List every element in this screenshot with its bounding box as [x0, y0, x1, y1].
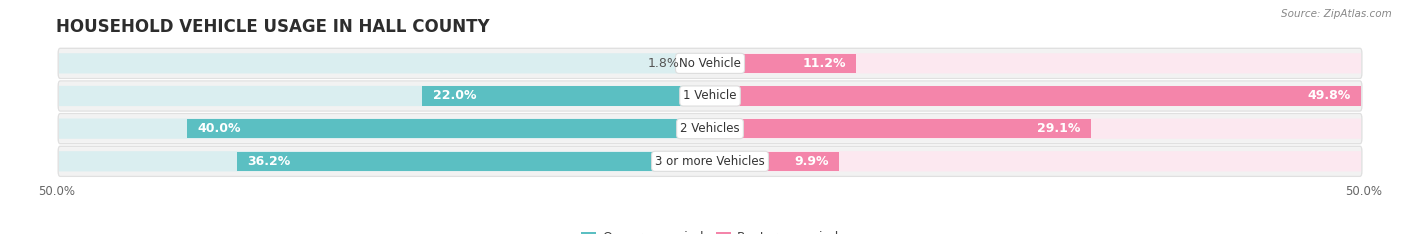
FancyBboxPatch shape — [710, 119, 1360, 139]
Text: 40.0%: 40.0% — [197, 122, 240, 135]
FancyBboxPatch shape — [710, 119, 1361, 139]
FancyBboxPatch shape — [710, 86, 1361, 106]
FancyBboxPatch shape — [59, 119, 710, 139]
Text: 2 Vehicles: 2 Vehicles — [681, 122, 740, 135]
FancyBboxPatch shape — [58, 114, 1362, 144]
FancyBboxPatch shape — [710, 151, 1360, 171]
FancyBboxPatch shape — [58, 146, 1362, 176]
Text: No Vehicle: No Vehicle — [679, 57, 741, 70]
FancyBboxPatch shape — [710, 53, 1361, 73]
FancyBboxPatch shape — [60, 54, 710, 73]
FancyBboxPatch shape — [710, 86, 1360, 106]
Text: 1.8%: 1.8% — [648, 57, 681, 70]
Text: 49.8%: 49.8% — [1308, 89, 1351, 102]
Text: 1 Vehicle: 1 Vehicle — [683, 89, 737, 102]
FancyBboxPatch shape — [710, 54, 1360, 73]
FancyBboxPatch shape — [58, 81, 1362, 111]
FancyBboxPatch shape — [58, 48, 1362, 78]
FancyBboxPatch shape — [710, 151, 1361, 172]
FancyBboxPatch shape — [686, 54, 710, 73]
Text: 36.2%: 36.2% — [247, 155, 291, 168]
FancyBboxPatch shape — [59, 151, 710, 172]
FancyBboxPatch shape — [422, 86, 710, 106]
FancyBboxPatch shape — [60, 119, 710, 139]
FancyBboxPatch shape — [59, 86, 710, 106]
FancyBboxPatch shape — [187, 119, 710, 139]
Text: 11.2%: 11.2% — [803, 57, 846, 70]
Text: 3 or more Vehicles: 3 or more Vehicles — [655, 155, 765, 168]
FancyBboxPatch shape — [710, 151, 839, 171]
Text: HOUSEHOLD VEHICLE USAGE IN HALL COUNTY: HOUSEHOLD VEHICLE USAGE IN HALL COUNTY — [56, 18, 489, 36]
FancyBboxPatch shape — [710, 86, 1361, 106]
Text: 9.9%: 9.9% — [794, 155, 830, 168]
FancyBboxPatch shape — [59, 53, 710, 73]
Legend: Owner-occupied, Renter-occupied: Owner-occupied, Renter-occupied — [575, 226, 845, 234]
FancyBboxPatch shape — [60, 151, 710, 171]
Text: Source: ZipAtlas.com: Source: ZipAtlas.com — [1281, 9, 1392, 19]
FancyBboxPatch shape — [236, 151, 710, 171]
FancyBboxPatch shape — [710, 119, 1091, 139]
FancyBboxPatch shape — [710, 54, 856, 73]
FancyBboxPatch shape — [60, 86, 710, 106]
Text: 22.0%: 22.0% — [433, 89, 477, 102]
Text: 29.1%: 29.1% — [1036, 122, 1080, 135]
